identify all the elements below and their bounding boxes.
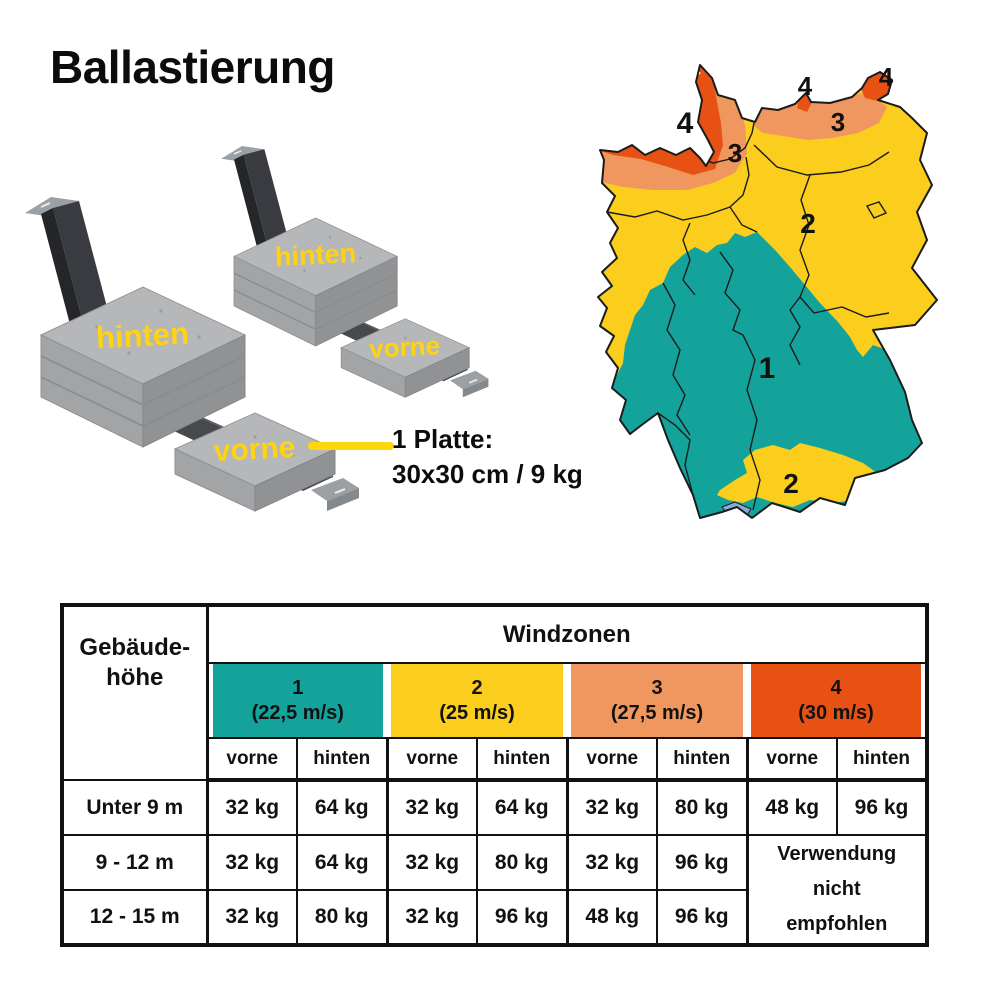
zone3-number: 3 <box>651 676 663 699</box>
callout-line2: 30x30 cm / 9 kg <box>392 459 583 490</box>
row-label: 9 - 12 m <box>61 834 209 891</box>
zone2-number: 2 <box>471 676 483 699</box>
label-vorne-right: vorne <box>368 330 440 364</box>
table-cell: 48 kg <box>566 889 658 946</box>
map-label-zone1: 1 <box>759 352 776 385</box>
map-label-zone4-ruegen: 4 <box>879 62 894 92</box>
map-label-zone4-nw: 4 <box>677 107 694 140</box>
table-cell: 96 kg <box>836 779 928 836</box>
table-cell: 32 kg <box>386 779 478 836</box>
zone1-header-cell: 1 (22,5 m/s) <box>207 662 387 739</box>
state-borders <box>606 122 890 511</box>
germany-outline <box>597 64 938 519</box>
zone3-baltic-region <box>753 92 887 140</box>
table-cell: 32 kg <box>206 834 298 891</box>
table-cell: 80 kg <box>296 889 389 946</box>
subheader-hinten: hinten <box>656 737 749 782</box>
map-label-zone4-darss: 4 <box>798 71 813 101</box>
table-cell: 96 kg <box>656 834 749 891</box>
page-title: Ballastierung <box>50 41 335 93</box>
zone4-speed: (30 m/s) <box>798 701 874 724</box>
table-cell: 64 kg <box>476 779 569 836</box>
corner-header: Gebäude- höhe <box>61 604 209 781</box>
ballast-illustration: hinten vorne hinten vorne <box>23 144 490 513</box>
subheader-vorne: vorne <box>206 737 298 782</box>
ballast-weight-table: Gebäude- höhe Windzonen 1 (22,5 m/s) 2 (… <box>60 603 929 947</box>
row-label: Unter 9 m <box>61 779 209 836</box>
table-cell: 32 kg <box>386 889 478 946</box>
subheader-vorne: vorne <box>566 737 658 782</box>
zone1-speed: (22,5 m/s) <box>251 701 344 724</box>
zone3-header-cell: 3 (27,5 m/s) <box>567 662 747 739</box>
table-cell: 64 kg <box>296 779 389 836</box>
not-recommended-line3: empfohlen <box>786 913 888 935</box>
callout-line1: 1 Platte: <box>392 424 494 454</box>
ballast-unit-right: hinten vorne <box>219 144 490 399</box>
subheader-hinten: hinten <box>296 737 389 782</box>
zone3-speed: (27,5 m/s) <box>610 701 704 724</box>
subheader-vorne: vorne <box>386 737 478 782</box>
table-cell: 80 kg <box>656 779 749 836</box>
label-hinten-left: hinten <box>95 316 190 356</box>
zone2-header-cell: 2 (25 m/s) <box>387 662 567 739</box>
not-recommended-line1: Verwendung <box>777 843 897 865</box>
table-cell: 32 kg <box>206 889 298 946</box>
table-cell: 32 kg <box>206 779 298 836</box>
corner-line2: höhe <box>106 664 164 691</box>
label-hinten-right: hinten <box>274 238 356 272</box>
zone1-number: 1 <box>292 676 304 699</box>
table-cell: 64 kg <box>296 834 389 891</box>
map-label-zone2-east: 2 <box>800 208 816 239</box>
table-cell: 48 kg <box>746 779 838 836</box>
zone3-northsea-region <box>598 65 747 190</box>
row-label: 12 - 15 m <box>61 889 209 946</box>
subheader-hinten: hinten <box>476 737 569 782</box>
ballast-unit-left: hinten vorne <box>23 195 361 513</box>
corner-line1: Gebäude- <box>79 634 191 661</box>
table-cell: 80 kg <box>476 834 569 891</box>
map-label-zone3-sh: 3 <box>728 138 742 168</box>
zone2-speed: (25 m/s) <box>439 701 515 724</box>
not-recommended-cell: Verwendung nicht empfohlen <box>746 834 928 946</box>
subheader-vorne: vorne <box>746 737 838 782</box>
table-cell: 32 kg <box>566 834 658 891</box>
not-recommended-line2: nicht <box>812 878 861 900</box>
plate-callout: 1 Platte: 30x30 cm / 9 kg <box>392 422 583 492</box>
table-cell: 96 kg <box>476 889 569 946</box>
table-cell: 96 kg <box>656 889 749 946</box>
windzonen-header: Windzonen <box>206 604 928 664</box>
label-vorne-left: vorne <box>213 431 296 468</box>
map-label-zone2-south: 2 <box>783 468 799 499</box>
map-zone-labels: 4 3 4 3 4 2 1 2 <box>677 62 894 499</box>
subheader-hinten: hinten <box>836 737 928 782</box>
table-cell: 32 kg <box>386 834 478 891</box>
table-cell: 32 kg <box>566 779 658 836</box>
zone2-alpine-region <box>717 443 883 507</box>
zone4-number: 4 <box>830 676 842 699</box>
map-label-zone3-baltic: 3 <box>831 107 845 137</box>
zone4-header-cell: 4 (30 m/s) <box>747 662 927 739</box>
germany-windzone-map: 4 3 4 3 4 2 1 2 <box>597 62 938 519</box>
